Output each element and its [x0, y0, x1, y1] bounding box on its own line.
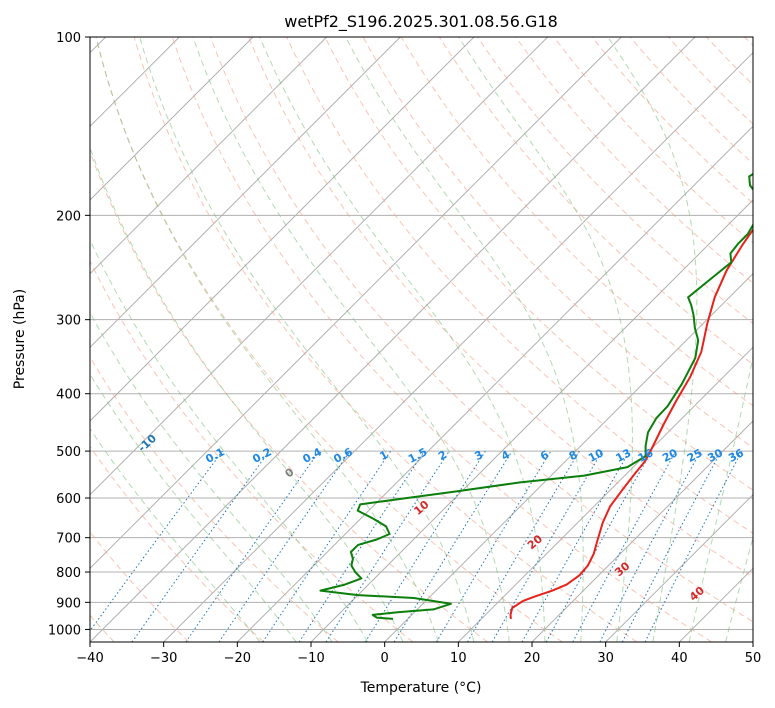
isotherm-line [90, 37, 696, 642]
y-tick-label: 1000 [48, 623, 81, 638]
isotherm-line [90, 37, 401, 349]
axis-ticks: −40 −30 −20 −10 0 10 20 30 40 50 1000 900 800 700 600 5… [48, 31, 761, 666]
dry-adiabat-line [90, 445, 264, 642]
y-tick-label: 100 [56, 31, 81, 46]
moist-adiabat-line [259, 37, 546, 642]
mixing-ratio-line [298, 450, 425, 642]
x-tick-label: −40 [76, 651, 103, 666]
dry-adiabat-line [210, 37, 753, 623]
x-tick-label: −10 [297, 651, 324, 666]
mixing-ratio-line [90, 450, 223, 632]
moist-adiabat-line [345, 37, 584, 642]
x-axis-label: Temperature (°C) [360, 680, 482, 696]
mixing-ratio-line [393, 450, 513, 642]
moist-adiabat-line [90, 427, 261, 642]
y-axis-label: Pressure (hPa) [12, 289, 28, 389]
isotherm-line [163, 51, 753, 642]
mixing-ratio-label: 13 [614, 446, 634, 465]
x-tick-label: 20 [524, 651, 541, 666]
x-tick-label: −30 [150, 651, 177, 666]
mixing-ratio-line [131, 450, 270, 642]
y-tick-label: 600 [56, 492, 81, 507]
isotherm-line [531, 420, 753, 642]
mixing-ratio-label: 16 [636, 446, 656, 465]
moist-adiabat-line [90, 373, 297, 642]
mixing-ratio-label: 36 [726, 446, 746, 465]
mixing-ratio-label: 30 [705, 446, 725, 465]
isotherm-line [90, 37, 622, 570]
dry-adiabat-line [248, 37, 753, 578]
profile-series [319, 172, 753, 620]
isotherm-line [90, 37, 328, 275]
plot-frame [89, 36, 754, 643]
dry-adiabat-line [286, 37, 753, 534]
moist-adiabat-line [139, 37, 475, 642]
dry-adiabat-line [171, 37, 712, 642]
isotherm-line [605, 493, 753, 642]
dry-adiabat-label: -20 [55, 401, 79, 424]
isotherm-line [457, 346, 753, 642]
y-tick-label: 300 [56, 314, 81, 329]
temperature-profile-line [509, 228, 753, 619]
isotherm-line [90, 37, 475, 422]
moist-adiabat-line [725, 535, 753, 642]
dry-adiabat-line [90, 356, 339, 642]
x-tick-label: 40 [671, 651, 688, 666]
mixing-ratio-line [262, 450, 392, 642]
y-tick-label: 200 [56, 209, 81, 224]
mixing-ratio-label: 25 [685, 446, 705, 465]
moist-adiabat-line [192, 37, 510, 642]
x-tick-label: −20 [224, 651, 251, 666]
isotherm-line [384, 272, 753, 642]
moist-adiabat-line [90, 311, 333, 642]
x-tick-label: 10 [450, 651, 467, 666]
moist-adiabat-line [607, 37, 698, 642]
mixing-ratio-label: 20 [660, 446, 680, 465]
moist-adiabat-line [90, 146, 404, 642]
x-tick-label: 0 [381, 651, 389, 666]
isotherm-line [90, 37, 254, 201]
dewpoint-profile-line [319, 172, 753, 620]
dry-adiabat-line [133, 37, 638, 642]
y-tick-label: 700 [56, 532, 81, 547]
y-tick-label: 400 [56, 388, 81, 403]
mixing-ratio-line [521, 450, 630, 642]
mixing-ratio-line [185, 450, 320, 642]
dry-adiabat-line [95, 37, 563, 642]
dry-adiabat-line [324, 37, 753, 491]
plot-background [90, 37, 753, 642]
moist-adiabat-line [90, 238, 369, 642]
moist-adiabat-line [688, 354, 753, 642]
y-tick-label: 800 [56, 566, 81, 581]
y-tick-label: 900 [56, 596, 81, 611]
dry-adiabat-line [90, 259, 414, 642]
x-tick-label: 30 [597, 651, 614, 666]
isotherm-line [752, 641, 753, 642]
mixing-ratio-line [218, 450, 351, 642]
isotherm-line [236, 125, 753, 642]
x-tick-label: 50 [745, 651, 762, 666]
dry-adiabat-line [515, 37, 753, 284]
mixing-ratio-line [572, 450, 677, 642]
y-tick-label: 500 [56, 445, 81, 460]
mixing-ratio-line [644, 450, 743, 642]
mixing-ratio-label: 10 [586, 446, 606, 465]
mixing-ratio-line [325, 450, 450, 642]
isotherm-line [90, 37, 549, 496]
chart-title: wetPf2_S196.2025.301.08.56.G18 [284, 12, 558, 32]
